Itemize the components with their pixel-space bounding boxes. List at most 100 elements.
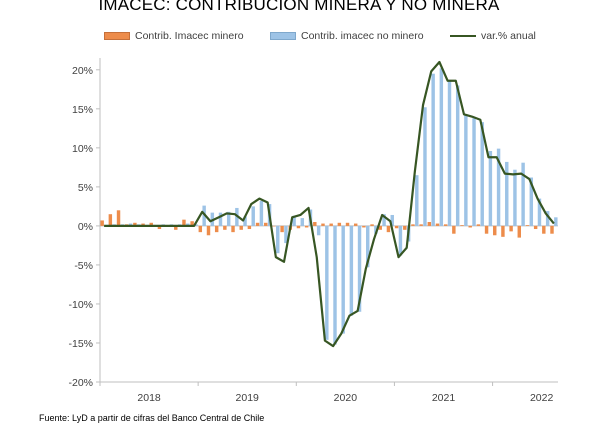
legend-label-mining: Contrib. Imacec minero: [135, 30, 244, 42]
bar-mining: [329, 223, 333, 226]
bar-mining: [247, 225, 252, 230]
legend-label-non-mining: Contrib. imacec no minero: [301, 30, 424, 42]
bar-mining: [362, 225, 366, 228]
legend-label-annual-var: var.% anual: [481, 30, 536, 42]
y-tick-label: 20%: [72, 65, 93, 77]
bar-non-mining: [480, 122, 484, 226]
bar-mining: [403, 225, 407, 230]
y-tick-label: -10%: [68, 299, 93, 311]
x-tick-label: 2020: [334, 392, 358, 404]
bar-non-mining: [496, 148, 501, 226]
bar-mining: [214, 225, 219, 233]
bar-non-mining: [415, 175, 419, 226]
bar-mining: [198, 225, 203, 233]
bar-mining: [100, 220, 104, 226]
bar-non-mining: [472, 118, 476, 226]
legend: Contrib. Imacec minero Contrib. imacec n…: [0, 30, 598, 46]
bar-non-mining: [382, 214, 386, 226]
bar-non-mining: [537, 198, 542, 226]
bar-non-mining: [276, 225, 280, 254]
legend-swatch-mining: [104, 32, 130, 40]
bar-mining: [141, 223, 145, 226]
y-tick-label: 0%: [78, 221, 93, 233]
bar-mining: [239, 225, 243, 230]
y-tick-label: -5%: [74, 260, 93, 272]
bar-mining: [427, 222, 432, 226]
bar-non-mining: [218, 212, 223, 226]
bar-non-mining: [128, 223, 133, 226]
bar-non-mining: [431, 73, 435, 226]
bar-non-mining: [488, 150, 493, 226]
bar-non-mining: [194, 224, 198, 226]
bar-mining: [223, 225, 227, 230]
bar-mining: [157, 225, 162, 230]
bar-mining: [533, 225, 538, 230]
y-tick-label: 5%: [78, 182, 93, 194]
bar-mining: [419, 224, 423, 226]
y-tick-label: 15%: [72, 104, 93, 116]
bar-mining: [304, 225, 309, 228]
bar-mining: [255, 222, 260, 226]
chart-title: IMACEC: CONTRIBUCIÓN MINERA Y NO MINERA: [98, 0, 500, 14]
x-tick-label: 2021: [432, 392, 456, 404]
bar-non-mining: [423, 107, 427, 226]
bar-non-mining: [366, 225, 370, 268]
bar-mining: [296, 225, 301, 229]
line-annual-variation: [104, 60, 555, 348]
bar-mining: [484, 225, 489, 234]
x-tick-label: 2019: [236, 392, 260, 404]
bar-mining: [280, 225, 284, 233]
bar-non-mining: [243, 216, 247, 226]
bar-mining: [501, 225, 505, 237]
bar-mining: [370, 224, 374, 226]
bar-mining: [468, 225, 472, 228]
legend-item-annual-var: var.% anual: [450, 30, 536, 42]
bar-mining: [231, 225, 235, 233]
bar-non-mining: [545, 211, 550, 226]
bar-mining: [443, 224, 448, 226]
bar-mining: [108, 214, 113, 226]
bar-mining: [206, 225, 211, 236]
bar-non-mining: [447, 81, 452, 226]
bar-mining: [133, 222, 137, 226]
bar-non-mining: [455, 85, 460, 226]
x-tick-label: 2018: [137, 392, 161, 404]
bar-non-mining: [292, 215, 296, 226]
bar-non-mining: [521, 162, 525, 226]
bar-mining: [493, 225, 497, 236]
bar-mining: [525, 225, 530, 226]
legend-line-annual-var: [450, 35, 476, 37]
legend-item-mining: Contrib. Imacec minero: [104, 30, 244, 42]
source-note: Fuente: LyD a partir de cifras del Banco…: [39, 413, 265, 423]
legend-swatch-non-mining: [270, 32, 296, 40]
bar-mining: [345, 222, 350, 226]
y-tick-label: 10%: [72, 143, 93, 155]
bar-non-mining: [398, 225, 403, 256]
bar-non-mining: [513, 169, 517, 226]
bar-non-mining: [341, 225, 345, 334]
bar-mining: [517, 225, 521, 238]
bar-non-mining: [349, 225, 354, 316]
bar-non-mining: [186, 223, 190, 226]
bar-mining: [411, 224, 415, 226]
bar-mining: [116, 210, 121, 226]
bar-mining: [386, 225, 391, 233]
bar-mining: [394, 225, 399, 229]
bar-mining: [353, 223, 358, 226]
bar-mining: [542, 225, 546, 234]
x-tick-label: 2022: [530, 392, 554, 404]
bar-non-mining: [226, 211, 231, 226]
bar-mining: [182, 219, 186, 226]
bar-non-mining: [554, 217, 558, 226]
bar-non-mining: [333, 225, 337, 345]
bar-non-mining: [316, 225, 321, 236]
bar-non-mining: [251, 206, 255, 226]
bar-non-mining: [325, 225, 329, 340]
y-tick-label: -20%: [68, 377, 93, 389]
bar-non-mining: [284, 225, 288, 244]
bar-non-mining: [357, 225, 362, 312]
bar-mining: [337, 222, 342, 226]
bar-mining: [460, 225, 464, 226]
bar-mining: [378, 225, 382, 230]
bar-non-mining: [202, 205, 206, 226]
